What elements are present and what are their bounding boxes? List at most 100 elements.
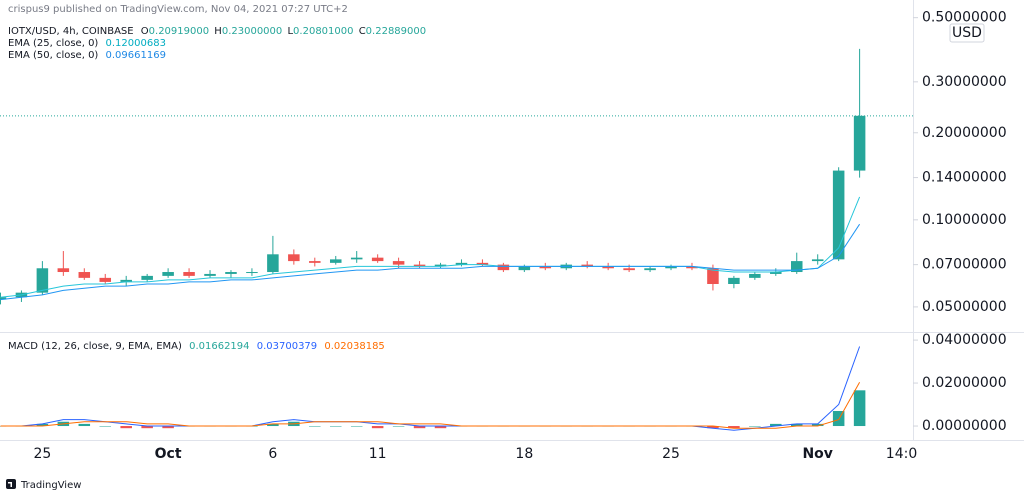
histogram-bar	[811, 423, 824, 427]
x-tick-label: 25	[662, 446, 680, 462]
histogram-bar	[36, 423, 49, 427]
candle-body	[497, 264, 510, 271]
ohlc-value: 0.20919000	[149, 26, 209, 37]
x-tick-label: Nov	[802, 446, 832, 462]
candle-body	[476, 262, 489, 265]
legend-value: 0.12000683	[106, 38, 166, 49]
legend-value: 0.09661169	[106, 50, 166, 61]
ohlc-value: 0.20801000	[293, 26, 353, 37]
candle-body	[770, 272, 782, 274]
candle-body	[790, 261, 803, 273]
ohlc-value: 0.23000000	[222, 26, 282, 37]
candle-body	[413, 264, 426, 267]
ohlc-key: C	[359, 26, 366, 37]
candle-body	[371, 257, 384, 262]
histogram-bar	[392, 426, 405, 427]
candle-body	[811, 259, 824, 262]
candle-body	[832, 170, 845, 260]
y-tick-label: 0.04000000	[922, 332, 1007, 348]
histogram-bar	[770, 423, 782, 427]
candle-body	[728, 277, 740, 284]
histogram-bar	[141, 426, 153, 429]
x-tick-label: 25	[33, 446, 51, 462]
x-tick-label: Oct	[155, 446, 182, 462]
candle-body	[57, 268, 70, 273]
x-tick-label: 14:0	[886, 446, 917, 462]
histogram-bar	[434, 426, 447, 429]
candle-body	[267, 254, 279, 273]
candle-body	[309, 261, 321, 263]
publisher-line: crispus9 published on TradingView.com, N…	[8, 4, 348, 15]
macd-title: MACD (12, 26, close, 9, EMA, EMA)	[8, 341, 182, 352]
currency-box[interactable]	[949, 23, 985, 43]
candle-body	[539, 266, 552, 269]
symbol-title: IOTX/USD, 4h, COINBASE	[8, 26, 134, 37]
histogram-bar	[162, 426, 174, 429]
x-tick-label: 18	[515, 446, 533, 462]
candle-body	[225, 272, 237, 274]
signal-line	[0, 381, 861, 429]
candle-body	[0, 297, 7, 300]
histogram-bar	[309, 426, 321, 427]
y-tick-label: 0.05000000	[922, 299, 1007, 315]
legend-name: EMA (25, close, 0)	[8, 38, 98, 49]
footer-logo	[6, 479, 16, 489]
candle-body	[288, 254, 300, 262]
candle-body	[120, 279, 132, 282]
x-tick-label: 11	[369, 446, 387, 462]
y-tick-label: 0.07000000	[922, 257, 1007, 273]
candle-body	[99, 277, 112, 282]
ema-line	[0, 196, 861, 298]
candle-body	[749, 273, 761, 278]
histogram-bar	[329, 426, 342, 427]
candle-body	[204, 273, 216, 276]
histogram-bar	[728, 426, 740, 429]
y-tick-label: 0.20000000	[922, 125, 1007, 141]
footer-brand: TradingView	[20, 480, 81, 491]
legend-entry: EMA (25, close, 0) 0.12000683	[8, 38, 166, 49]
macd-line	[0, 346, 861, 431]
y-tick-label: 0.30000000	[922, 74, 1007, 90]
currency-label[interactable]: USD	[952, 25, 982, 41]
x-tick-label: 6	[268, 446, 277, 462]
histogram-bar	[267, 423, 279, 427]
histogram-bar	[78, 423, 91, 427]
candle-body	[434, 264, 447, 267]
candle-body	[329, 259, 342, 263]
candle-body	[162, 272, 174, 276]
candle-body	[644, 268, 656, 271]
histogram-bar	[413, 426, 426, 429]
ohlc-key: L	[287, 26, 293, 37]
ohlc-key: H	[214, 26, 222, 37]
candle-body	[665, 266, 677, 269]
legend-value: 0.01662194	[189, 341, 249, 352]
candle-body	[686, 266, 698, 269]
candle-body	[246, 272, 258, 274]
plot-area	[0, 48, 913, 431]
price-legend: IOTX/USD, 4h, COINBASE O0.20919000 H0.23…	[8, 26, 426, 37]
candle-body	[183, 272, 195, 276]
candle-body	[141, 275, 153, 280]
histogram-bar	[99, 426, 112, 427]
histogram-bar	[707, 426, 719, 429]
histogram-bar	[371, 426, 384, 429]
histogram-bar	[120, 426, 132, 429]
candle-body	[623, 268, 635, 271]
y-tick-label: 0.50000000	[922, 10, 1007, 26]
ohlc-value: 0.22889000	[366, 26, 426, 37]
y-tick-label: 0.00000000	[922, 418, 1007, 434]
histogram-bar	[350, 426, 363, 427]
candle-body	[392, 261, 405, 265]
legend-entry: EMA (50, close, 0) 0.09661169	[8, 50, 166, 61]
candle-body	[78, 272, 91, 278]
ohlc-key: O	[141, 26, 149, 37]
legend-value: 0.03700379	[257, 341, 317, 352]
y-tick-label: 0.14000000	[922, 170, 1007, 186]
histogram-bar	[832, 410, 845, 427]
histogram-bar	[853, 390, 866, 427]
macd-legend: MACD (12, 26, close, 9, EMA, EMA) 0.0166…	[8, 341, 385, 352]
histogram-bar	[790, 423, 803, 427]
candle-body	[853, 115, 866, 171]
candle-body	[602, 266, 614, 269]
